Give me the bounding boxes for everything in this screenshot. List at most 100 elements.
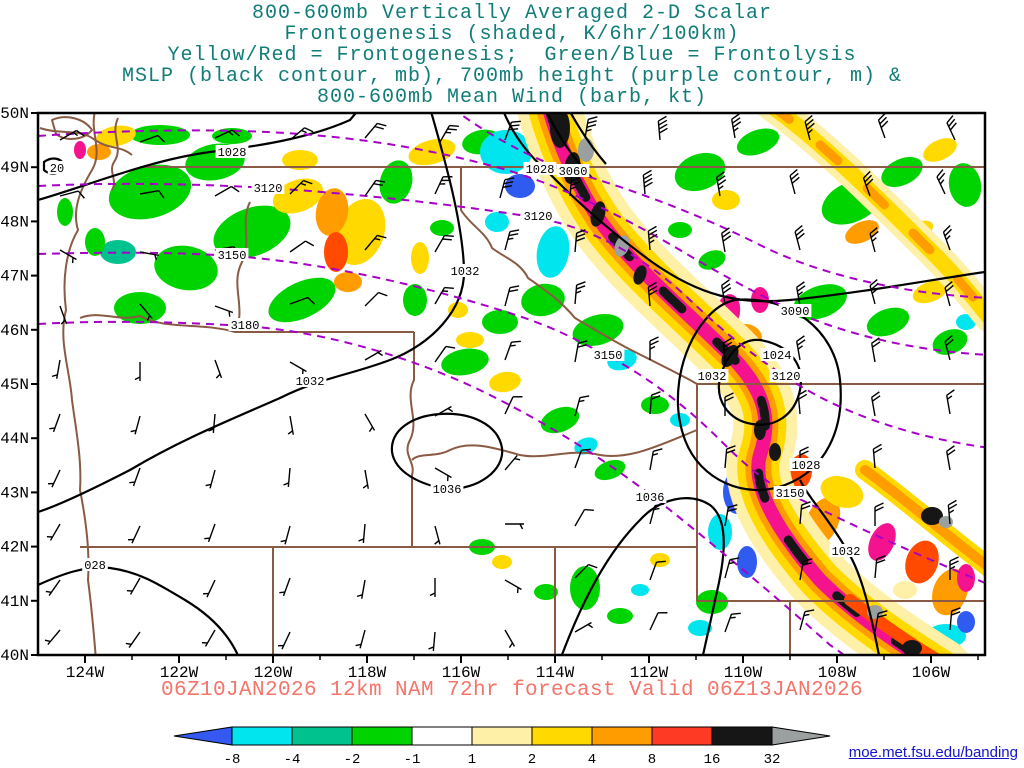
wind-barb: [869, 227, 879, 253]
wind-barb: [504, 396, 523, 415]
wind-barb: [584, 116, 598, 139]
lat-label: 50N: [0, 105, 29, 123]
wind-barb: [289, 179, 313, 195]
contour-label-chip: [760, 348, 794, 361]
lon-label: 112W: [630, 664, 669, 682]
wind-barb: [869, 279, 879, 305]
wind-barb: [434, 525, 441, 545]
wind-barb: [59, 129, 85, 141]
wind-barb: [804, 115, 815, 141]
lon-label: 124W: [66, 664, 105, 682]
colorbar-segment: [351, 726, 413, 746]
contour-label-chip: [215, 248, 249, 261]
wind-barb: [574, 340, 588, 363]
wind-barb: [364, 179, 386, 197]
colorbar-tick-label: 8: [648, 752, 656, 768]
wind-barb: [731, 113, 742, 139]
wind-barb: [647, 281, 658, 307]
title-line-1: 800-600mb Vertically Averaged 2-D Scalar: [251, 2, 773, 25]
wind-barb: [434, 467, 452, 482]
axis-labels: 50N 49N 48N 47N 46N 45N 44N 43N 42N 41N 40N 124W 122…: [0, 105, 979, 682]
geo-border-path: [235, 201, 251, 333]
wind-barb: [126, 577, 141, 595]
lat-label: 44N: [0, 430, 29, 448]
wind-barb: [871, 337, 881, 363]
wind-barb: [208, 413, 216, 433]
contour-label-chip: [829, 544, 863, 557]
mslp-contour: [38, 113, 358, 202]
wind-barb: [649, 503, 665, 525]
colorbar-tick-label: 4: [588, 752, 596, 768]
wind-barb: [362, 469, 369, 489]
wind-barb: [358, 523, 366, 543]
wind-barb: [724, 392, 734, 416]
contour-label: 028: [84, 559, 106, 573]
wind-barb: [794, 225, 805, 251]
colorbar-right-arrow: [771, 726, 831, 746]
lon-label: 108W: [818, 664, 857, 682]
lon-label: 106W: [912, 664, 951, 682]
contour-label-chip: [251, 181, 285, 194]
wind-barb: [649, 448, 663, 471]
lat-label: 40N: [0, 647, 29, 665]
lat-label: 42N: [0, 539, 29, 557]
wind-barb: [46, 523, 61, 541]
title-line-3: Yellow/Red = Frontogenesis; Green/Blue =…: [167, 44, 857, 67]
contour-label: 1032: [698, 370, 727, 384]
contour-label: 3150: [776, 487, 805, 501]
contour-label-chip: [215, 145, 249, 158]
wind-barb: [721, 227, 732, 253]
contour-label-chip: [293, 374, 327, 387]
wind-barb: [504, 285, 520, 307]
wind-barb: [724, 612, 741, 633]
wind-barb: [799, 501, 811, 525]
colorbar-tick-label: 16: [704, 752, 721, 768]
lat-label: 43N: [0, 484, 29, 502]
wind-barb: [574, 621, 594, 633]
wind-barb: [434, 234, 454, 253]
wind-barb: [139, 251, 159, 261]
wind-barb: [364, 122, 387, 139]
wind-barb: [499, 177, 515, 199]
contour-label: 1024: [763, 349, 792, 363]
wind-barb: [283, 467, 291, 487]
wind-barb: [797, 389, 808, 415]
contour-label: 3120: [772, 370, 801, 384]
contour-label: 3150: [218, 249, 247, 263]
wind-barb: [439, 124, 459, 143]
wind-barb: [364, 291, 388, 307]
contour-label: 1036: [433, 483, 462, 497]
wind-barb: [48, 469, 61, 488]
contour-label: 3180: [231, 319, 260, 333]
lon-label: 114W: [536, 664, 575, 682]
wind-barb: [139, 303, 153, 321]
wind-barb: [59, 249, 77, 264]
wind-barb: [642, 169, 653, 195]
height-contour: [38, 320, 846, 655]
wind-barb: [722, 337, 733, 363]
contour-label: 3120: [524, 210, 553, 224]
wind-barb: [949, 607, 961, 631]
wind-barb: [789, 169, 800, 195]
colorbar-segment: [711, 726, 773, 746]
colorbar-tick-label: 1: [468, 752, 476, 768]
colorbar-segment: [591, 726, 653, 746]
contour-label-chip: [591, 348, 625, 361]
lat-label: 49N: [0, 159, 29, 177]
wind-barb: [647, 225, 658, 251]
wind-barb: [862, 170, 874, 197]
contour-label-chip: [773, 486, 807, 499]
wind-barb: [434, 405, 454, 417]
wind-barb: [205, 469, 216, 489]
lat-label: 46N: [0, 322, 29, 340]
contour-label: 20: [50, 162, 64, 176]
wind-barb: [129, 467, 141, 487]
colorbar-segment: [651, 726, 713, 746]
wind-barb: [796, 281, 806, 307]
wind-barb: [944, 281, 954, 307]
watermark-link[interactable]: moe.met.fsu.edu/banding: [848, 744, 1018, 761]
wind-barb: [871, 391, 881, 417]
chart-title-block: 800-600mb Vertically Averaged 2-D Scalar…: [0, 3, 1024, 108]
geo-border-path: [411, 429, 698, 461]
